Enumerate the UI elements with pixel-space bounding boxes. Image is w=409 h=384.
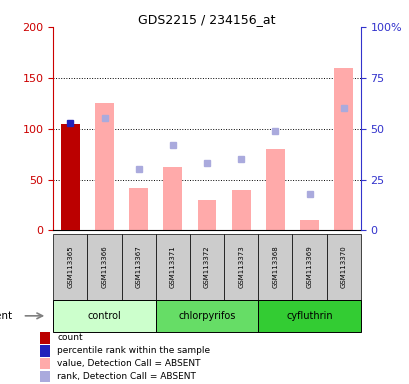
Bar: [292, 234, 326, 300]
Text: GSM113368: GSM113368: [272, 245, 278, 288]
Bar: [87, 234, 121, 300]
Bar: [40, 332, 50, 344]
Title: GDS2215 / 234156_at: GDS2215 / 234156_at: [138, 13, 275, 26]
Text: value, Detection Call = ABSENT: value, Detection Call = ABSENT: [57, 359, 200, 368]
Text: GSM113365: GSM113365: [67, 245, 73, 288]
Bar: [258, 234, 292, 300]
Text: GSM113372: GSM113372: [204, 245, 209, 288]
Bar: [40, 358, 50, 369]
Text: GSM113367: GSM113367: [135, 245, 142, 288]
Text: GSM113371: GSM113371: [169, 245, 175, 288]
Text: cyfluthrin: cyfluthrin: [285, 311, 332, 321]
Bar: [53, 300, 155, 332]
Bar: [155, 234, 189, 300]
Bar: [61, 124, 80, 230]
Text: GSM113373: GSM113373: [238, 245, 244, 288]
Bar: [121, 234, 155, 300]
Bar: [155, 300, 258, 332]
Bar: [231, 190, 250, 230]
Bar: [326, 234, 360, 300]
Text: percentile rank within the sample: percentile rank within the sample: [57, 346, 210, 355]
Bar: [258, 300, 360, 332]
Bar: [40, 371, 50, 382]
Bar: [265, 149, 284, 230]
Text: count: count: [57, 333, 83, 343]
Text: chlorpyrifos: chlorpyrifos: [178, 311, 235, 321]
Bar: [40, 345, 50, 356]
Bar: [299, 220, 318, 230]
Text: GSM113370: GSM113370: [340, 245, 346, 288]
Bar: [189, 234, 224, 300]
Bar: [95, 103, 114, 230]
Bar: [197, 200, 216, 230]
Text: control: control: [88, 311, 121, 321]
Text: GSM113369: GSM113369: [306, 245, 312, 288]
Text: GSM113366: GSM113366: [101, 245, 107, 288]
Bar: [129, 188, 148, 230]
Bar: [163, 167, 182, 230]
Text: rank, Detection Call = ABSENT: rank, Detection Call = ABSENT: [57, 372, 196, 381]
Bar: [53, 234, 87, 300]
Bar: [333, 68, 352, 230]
Bar: [224, 234, 258, 300]
Text: agent: agent: [0, 311, 12, 321]
